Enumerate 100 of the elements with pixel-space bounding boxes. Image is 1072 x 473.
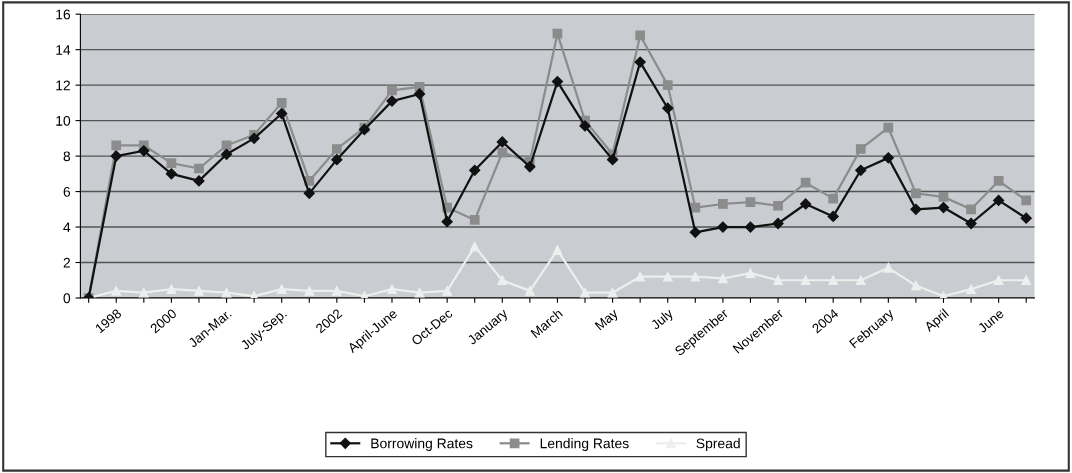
point	[331, 144, 342, 154]
y-tick-label: 2	[63, 257, 70, 268]
point	[718, 199, 728, 209]
point	[276, 107, 288, 120]
point	[993, 194, 1005, 207]
y-tick-label: 0	[63, 293, 71, 304]
point	[965, 217, 977, 230]
point	[910, 203, 922, 215]
point	[828, 193, 839, 204]
point	[387, 85, 397, 96]
point	[111, 286, 122, 296]
point	[966, 284, 976, 294]
y-tick-label: 4	[63, 222, 71, 233]
y-tick-label: 6	[63, 186, 71, 197]
point	[331, 286, 342, 296]
point	[800, 177, 811, 188]
point	[552, 28, 563, 39]
point	[166, 284, 177, 294]
point	[303, 187, 315, 199]
point	[276, 98, 287, 108]
point	[551, 75, 564, 88]
point	[635, 30, 646, 41]
point	[773, 275, 783, 286]
point	[194, 286, 204, 296]
point	[442, 286, 453, 296]
point	[469, 215, 480, 225]
point	[331, 154, 343, 166]
point	[248, 132, 260, 144]
x-tick-label: July	[649, 307, 676, 333]
point	[937, 201, 950, 214]
legend-label: Borrowing Rates	[371, 438, 473, 452]
point	[193, 175, 205, 187]
y-tick-label: 16	[56, 9, 71, 20]
point	[165, 168, 178, 180]
point	[552, 245, 563, 255]
point	[469, 164, 481, 176]
y-tick-label: 8	[63, 151, 71, 162]
point	[413, 88, 426, 100]
point	[194, 163, 204, 174]
point	[635, 271, 646, 282]
point	[525, 286, 535, 296]
point	[606, 154, 619, 166]
point	[221, 287, 232, 298]
point	[772, 217, 784, 230]
point	[993, 176, 1004, 186]
y-tick-label: 12	[56, 80, 70, 91]
point	[304, 286, 315, 296]
point	[938, 192, 949, 202]
point	[911, 280, 921, 291]
point	[993, 275, 1004, 286]
point	[524, 161, 536, 173]
point	[580, 287, 590, 298]
point	[966, 204, 976, 215]
point	[827, 210, 839, 223]
y-tick-label: 14	[56, 45, 71, 55]
point	[469, 241, 480, 252]
point	[911, 188, 921, 199]
point	[883, 122, 894, 133]
point	[1021, 195, 1032, 206]
point	[689, 226, 701, 238]
point	[773, 200, 783, 211]
point	[745, 268, 756, 279]
point	[110, 150, 122, 162]
point	[496, 136, 508, 148]
point	[138, 145, 150, 157]
point	[111, 140, 122, 151]
point	[276, 284, 287, 294]
point	[828, 275, 839, 286]
point	[855, 164, 867, 176]
point	[414, 287, 425, 298]
y-tick-label: 10	[56, 115, 71, 126]
point	[138, 287, 149, 298]
point	[662, 271, 673, 282]
point	[166, 158, 177, 169]
point	[800, 198, 812, 210]
point	[718, 273, 728, 284]
point	[800, 275, 811, 286]
legend-label: Lending Rates	[540, 438, 629, 452]
legend-label: Spread	[696, 438, 740, 452]
x-tick-label: May	[594, 308, 621, 333]
point	[662, 102, 674, 114]
point	[607, 287, 618, 298]
point	[1020, 212, 1032, 224]
x-tick-label: June	[977, 308, 1005, 334]
point	[662, 80, 673, 91]
point	[1021, 275, 1032, 286]
point	[883, 262, 894, 273]
point	[855, 275, 866, 286]
point	[717, 221, 729, 233]
point	[745, 197, 756, 208]
point	[220, 148, 233, 160]
point	[497, 147, 508, 158]
point	[855, 144, 866, 154]
point	[744, 221, 757, 233]
point	[882, 152, 894, 164]
point	[634, 56, 646, 68]
point	[387, 284, 397, 294]
point	[690, 271, 701, 282]
point	[497, 275, 508, 286]
point	[441, 216, 453, 228]
